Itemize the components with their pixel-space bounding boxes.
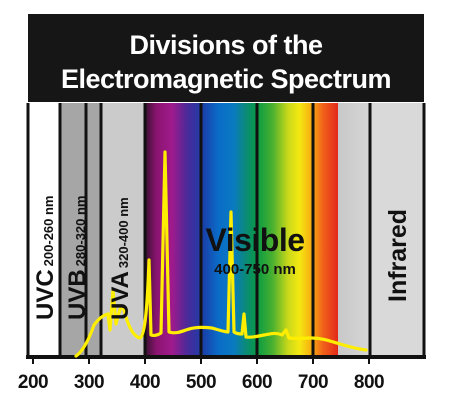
title-banner: Divisions of the Electromagnetic Spectru… (28, 14, 424, 102)
visible-band (145, 103, 338, 357)
uvb-label: UVB280-320 nm (64, 196, 91, 321)
emission-curve (74, 150, 368, 358)
x-tick-label: 400 (129, 372, 161, 393)
near-infrared-band (338, 103, 370, 357)
uvc-label: UVC200-260 nm (32, 196, 59, 321)
infrared-band (370, 103, 424, 357)
uva-label: UVA320-400 nm (107, 197, 134, 320)
x-tick-label: 300 (73, 372, 105, 393)
visible-label: Visible (205, 222, 304, 258)
infrared-label: Infrared (384, 209, 412, 302)
x-axis-ticks (32, 357, 370, 364)
title-line-1: Divisions of the (129, 30, 323, 60)
uvb-band (60, 103, 101, 357)
visible-range-label: 400-750 nm (214, 261, 296, 278)
x-tick-label: 500 (185, 372, 217, 393)
x-tick-label: 200 (17, 372, 49, 393)
x-tick-label: 800 (353, 372, 385, 393)
x-tick-label: 700 (297, 372, 329, 393)
title-line-2: Electromagnetic Spectrum (60, 64, 392, 94)
uvc-band (28, 103, 60, 357)
x-tick-label: 600 (241, 372, 273, 393)
